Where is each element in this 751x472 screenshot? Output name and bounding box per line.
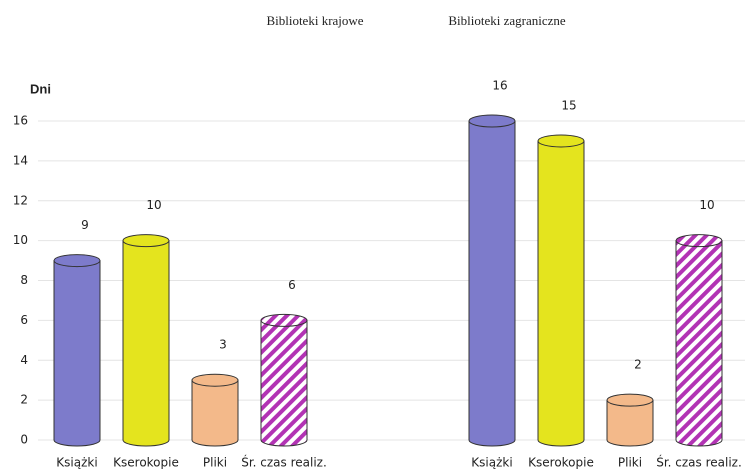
x-tick-label: Kserokopie: [528, 456, 594, 470]
bar-top: [53, 254, 101, 268]
bar-top: [606, 393, 654, 407]
y-tick-label: 2: [20, 393, 28, 407]
bar: [122, 240, 170, 447]
x-tick-label: Pliki: [618, 456, 642, 470]
y-tick-label: 8: [20, 273, 28, 287]
value-label: 2: [634, 358, 642, 372]
bar: [260, 319, 308, 447]
bar: [606, 399, 654, 447]
y-tick-label: 0: [20, 433, 28, 447]
bar-top: [675, 234, 723, 248]
bar: [468, 120, 516, 447]
y-tick-label: 6: [20, 313, 28, 327]
value-label: 9: [81, 218, 89, 232]
value-label: 3: [219, 338, 227, 352]
value-label: 16: [492, 79, 507, 93]
x-tick-label: Książki: [56, 456, 97, 470]
y-tick-label: 14: [13, 153, 28, 167]
bar-top: [122, 234, 170, 248]
x-tick-label: Kserokopie: [113, 456, 179, 470]
y-tick-label: 12: [13, 193, 28, 207]
bar-top: [468, 114, 516, 128]
y-tick-label: 10: [13, 233, 28, 247]
bar: [191, 379, 239, 447]
x-tick-label: Śr. czas realiz.: [241, 455, 327, 470]
x-tick-label: Pliki: [203, 456, 227, 470]
group-label: Biblioteki zagraniczne: [448, 13, 566, 28]
value-label: 10: [146, 198, 161, 212]
bar: [537, 140, 585, 447]
y-axis-label: Dni: [30, 81, 51, 96]
group-label: Biblioteki krajowe: [266, 13, 363, 28]
bar: [53, 260, 101, 447]
value-label: 6: [288, 278, 296, 292]
y-tick-label: 16: [13, 114, 28, 128]
value-label: 10: [699, 198, 714, 212]
bar: [675, 240, 723, 447]
y-tick-label: 4: [20, 353, 28, 367]
x-tick-label: Śr. czas realiz.: [656, 455, 742, 470]
value-label: 15: [561, 98, 576, 112]
x-tick-label: Książki: [471, 456, 512, 470]
bar-top: [191, 373, 239, 387]
bar-top: [537, 134, 585, 148]
bar-top: [260, 313, 308, 327]
